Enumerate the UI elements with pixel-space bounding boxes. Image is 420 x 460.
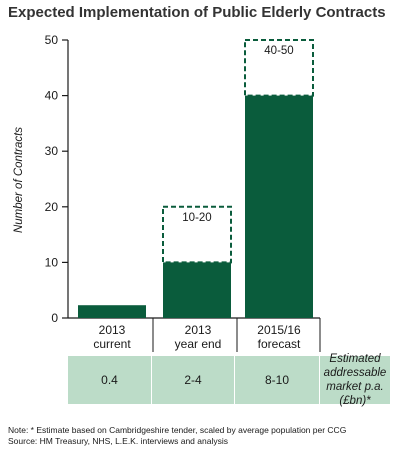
category-label: forecast [258, 337, 301, 351]
market-value-2013-current: 0.4 [68, 356, 152, 404]
category-label: 2013 [99, 323, 126, 337]
bar-chart: 0 10 20 30 40 50 Number of Contracts 10-20 40-… [13, 33, 321, 352]
market-label-line: Estimated [329, 353, 381, 365]
footnotes: Note: * Estimate based on Cambridgeshire… [8, 425, 346, 447]
source-line: Source: HM Treasury, NHS, L.E.K. intervi… [8, 436, 228, 446]
market-value-2015-16-forecast: 8-10 [235, 356, 320, 404]
market-table: 0.4 2-4 8-10 Estimated addressable marke… [68, 353, 390, 407]
range-box [244, 39, 314, 97]
y-tick-label: 50 [45, 33, 59, 47]
market-label-line: (£bn)* [339, 395, 371, 407]
y-tick-label: 10 [45, 255, 59, 269]
range-label: 40-50 [264, 45, 293, 57]
range-box [162, 205, 232, 264]
category-label: 2015/16 [257, 323, 301, 337]
y-tick-label: 30 [45, 144, 59, 158]
category-label: current [93, 337, 131, 351]
market-label-line: addressable [323, 367, 387, 379]
y-tick-label: 20 [45, 200, 59, 214]
bar [245, 95, 313, 318]
range-label: 10-20 [182, 212, 211, 224]
category-label: year end [175, 337, 222, 351]
y-axis-ticks: 0 10 20 30 40 50 [45, 33, 68, 325]
y-axis-title: Number of Contracts [13, 127, 25, 233]
note-line: Note: * Estimate based on Cambridgeshire… [8, 425, 347, 435]
bar [78, 305, 146, 318]
bars: 10-20 40-50 [78, 39, 314, 318]
y-tick-label: 0 [51, 311, 58, 325]
category-label: 2013 [185, 323, 212, 337]
market-label-line: market p.a. [326, 381, 384, 393]
chart-title: Expected Implementation of Public Elderl… [8, 4, 386, 21]
market-row-label: Estimated addressable market p.a. (£bn)* [320, 353, 390, 407]
bar [163, 262, 231, 318]
y-tick-label: 40 [45, 89, 59, 103]
market-value-2013-year-end: 2-4 [152, 356, 235, 404]
